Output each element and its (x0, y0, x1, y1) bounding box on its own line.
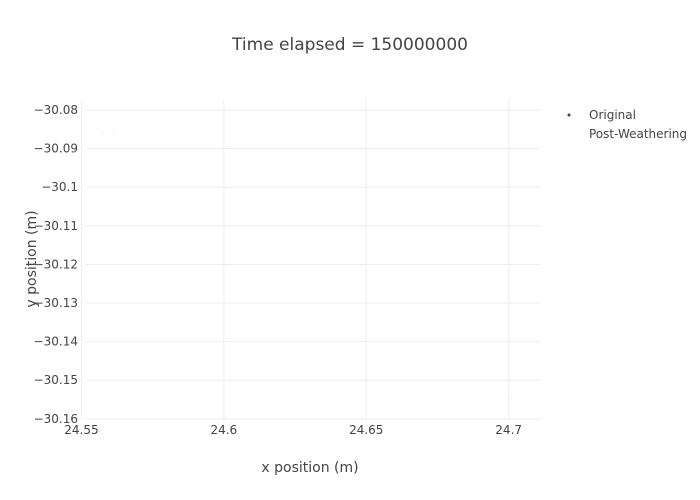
x-tick-label: 24.65 (349, 423, 383, 437)
chart-title: Time elapsed = 150000000 (231, 35, 468, 55)
legend[interactable]: Original Post-Weathering (567, 108, 688, 141)
y-tick-label: −30.09 (34, 142, 78, 156)
x-tick-label: 24.55 (64, 423, 98, 437)
legend-item-original[interactable]: Original (589, 108, 636, 122)
x-axis-label: x position (m) (261, 460, 358, 476)
y-tick-label: −30.11 (34, 219, 78, 233)
y-tick-label: −30.14 (34, 335, 78, 349)
y-tick-label: −30.15 (34, 373, 78, 387)
y-axis-label: y position (m) (24, 210, 40, 307)
y-tick-label: −30.1 (41, 180, 78, 194)
y-tick-label: −30.16 (34, 412, 78, 426)
legend-item-post-weathering[interactable]: Post-Weathering (589, 127, 687, 141)
data-points (101, 131, 513, 400)
y-tick-label: −30.12 (34, 257, 78, 271)
y-tick-labels: −30.08 −30.09 −30.1 −30.11 −30.12 −30.13 −30.1… (34, 103, 78, 426)
data-point (112, 131, 116, 134)
x-tick-label: 24.6 (210, 423, 237, 437)
x-tick-labels: 24.55 24.6 24.65 24.7 (64, 423, 522, 437)
data-point (101, 131, 104, 135)
y-tick-label: −30.08 (34, 103, 78, 117)
y-tick-label: −30.13 (34, 296, 78, 310)
legend-marker-original (567, 113, 571, 117)
x-tick-label: 24.7 (495, 423, 522, 437)
data-point (510, 397, 513, 400)
grid-layer (80, 100, 540, 420)
